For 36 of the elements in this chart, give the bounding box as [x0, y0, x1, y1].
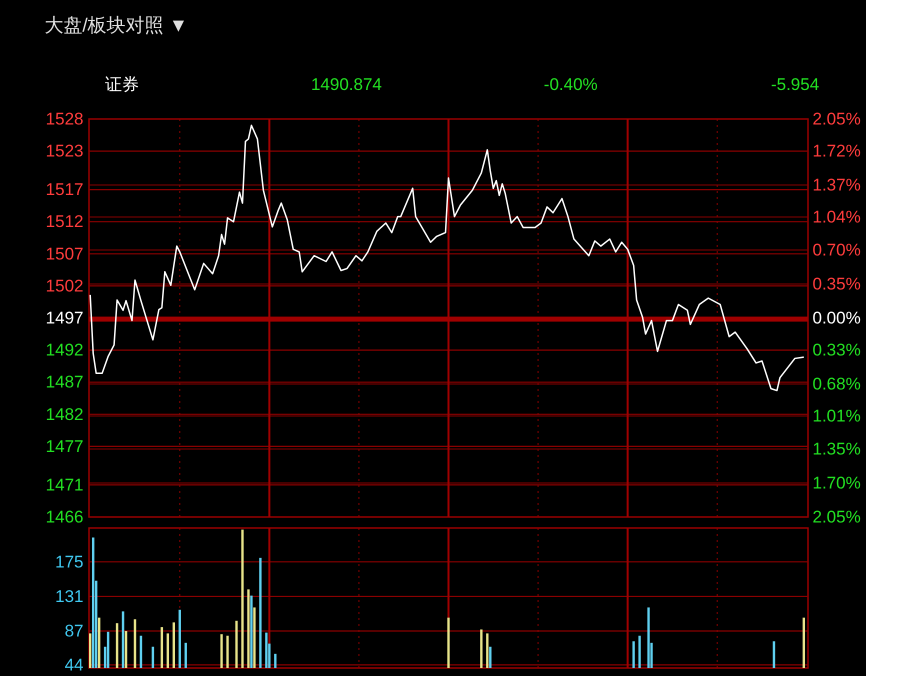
y2-tick-label: 1.01%	[812, 406, 861, 426]
y-tick-label: 1497	[46, 308, 84, 328]
y-tick-label: 1487	[46, 372, 84, 392]
y2-tick-label: 0.70%	[812, 240, 861, 260]
y-tick-label: 1471	[46, 475, 84, 494]
y-tick-label: 1502	[46, 276, 84, 296]
line-series	[89, 124, 805, 392]
y-tick-label: 1517	[46, 180, 84, 200]
y-tick-label: 1482	[46, 404, 84, 424]
y-tick-label: 1492	[46, 340, 84, 360]
y-tick-label: 175	[55, 552, 84, 572]
text: -0.40%	[544, 75, 598, 94]
y-tick-label: 1528	[46, 110, 84, 128]
y2-tick-label: 0.00%	[812, 308, 861, 328]
y-tick-label: 44	[64, 655, 84, 674]
y-tick-label: 1512	[46, 212, 84, 232]
text: 1490.874	[310, 75, 382, 94]
y2-tick-label: 0.35%	[812, 274, 861, 294]
y-tick-label: 1523	[46, 142, 84, 161]
y2-tick-label: 0.33%	[812, 340, 861, 360]
y-tick-label: 1466	[46, 508, 84, 526]
y2-tick-label: 1.72%	[812, 142, 861, 161]
chart-title: 大盘/板块对照 ▼	[44, 15, 188, 36]
y-tick-label: 131	[55, 586, 84, 606]
y2-tick-label: 1.35%	[812, 440, 861, 459]
text: 证券	[105, 75, 140, 94]
y2-tick-label: 2.05%	[812, 110, 861, 128]
y2-tick-label: 1.70%	[812, 474, 861, 493]
y-tick-label: 1477	[46, 436, 84, 456]
y-tick-label: 87	[64, 622, 84, 641]
y2-tick-label: 0.68%	[812, 374, 861, 394]
text: -5.954	[770, 75, 820, 94]
y2-tick-label: 1.37%	[812, 176, 861, 195]
y2-tick-label: 2.05%	[812, 508, 861, 526]
y2-tick-label: 1.04%	[812, 208, 861, 227]
y-tick-label: 1507	[46, 244, 84, 264]
